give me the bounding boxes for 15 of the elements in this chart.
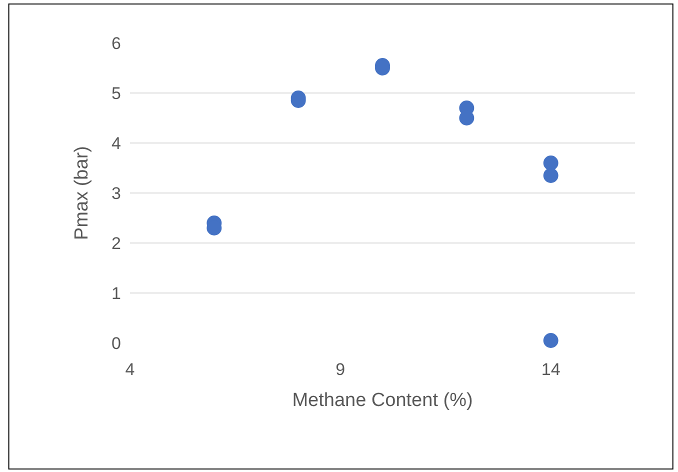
x-tick-label: 9 [336,360,346,379]
y-tick-label: 3 [112,184,121,203]
point [543,333,558,348]
x-tick-label: 14 [541,360,560,379]
y-tick-label: 1 [112,284,121,303]
point [543,156,558,170]
point [543,168,558,183]
y-tick-label: 5 [112,84,121,103]
y-axis-title: Pmax (bar) [71,146,92,240]
y-tick-label: 4 [112,134,121,153]
y-tick-label: 0 [112,334,121,353]
y-tick-label: 6 [112,34,121,53]
x-tick-label: 4 [125,360,135,379]
x-axis-title: Methane Content (%) [292,390,473,411]
y-tick-label: 2 [112,234,121,253]
